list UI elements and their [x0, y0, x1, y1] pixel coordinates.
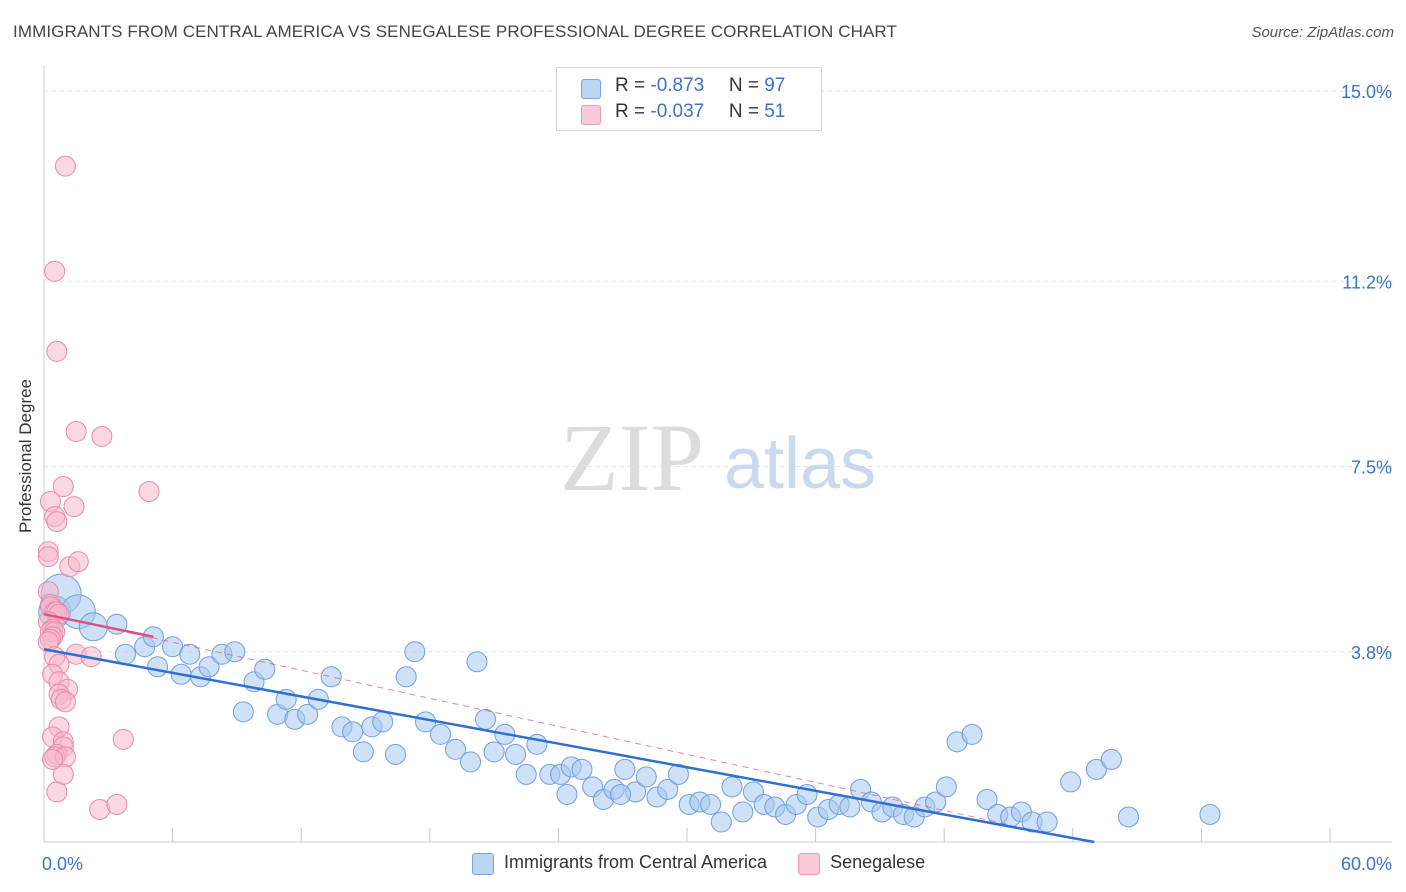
point-central-america	[445, 738, 467, 760]
point-central-america	[475, 708, 497, 730]
x-tick-label: 0.0%	[42, 854, 83, 874]
stats-legend: R = -0.873 N = 97 R = -0.037 N = 51	[556, 67, 822, 131]
point-senegalese	[63, 496, 85, 518]
y-tick-label: 3.8%	[1351, 643, 1392, 663]
point-central-america	[1036, 811, 1058, 833]
point-central-america	[198, 656, 220, 678]
point-senegalese	[54, 155, 76, 177]
n-value: 97	[764, 75, 786, 96]
y-axis-label: Professional Degree	[16, 378, 35, 534]
point-senegalese	[44, 260, 66, 282]
source-credit: Source: ZipAtlas.com	[1251, 24, 1394, 41]
point-central-america	[1100, 748, 1122, 770]
point-central-america	[372, 711, 394, 733]
y-tick-label: 11.2%	[1342, 272, 1392, 292]
point-central-america	[732, 801, 754, 823]
point-central-america	[342, 721, 364, 743]
point-senegalese	[37, 546, 59, 568]
watermark-atlas: atlas	[724, 424, 876, 504]
trend-line-central-america	[43, 648, 1095, 844]
point-central-america	[385, 743, 407, 765]
r-label: R =	[615, 101, 651, 122]
point-central-america	[976, 788, 998, 810]
y-tick-label: 7.5%	[1351, 458, 1392, 478]
point-central-america	[556, 783, 578, 805]
point-central-america	[320, 666, 342, 688]
point-central-america	[961, 723, 983, 745]
point-central-america	[404, 641, 426, 663]
y-tick-label: 15.0%	[1341, 82, 1392, 102]
series-legend: Immigrants from Central America Senegale…	[472, 852, 951, 875]
point-senegalese	[138, 481, 160, 503]
point-central-america	[635, 766, 657, 788]
point-central-america	[700, 793, 722, 815]
point-senegalese	[46, 511, 68, 533]
point-central-america	[610, 783, 632, 805]
r-value: -0.037	[650, 101, 705, 122]
watermark-zip: ZIP	[560, 404, 704, 511]
r-value: -0.873	[650, 75, 705, 96]
point-senegalese	[91, 425, 113, 447]
point-central-america	[430, 723, 452, 745]
point-central-america	[224, 641, 246, 663]
point-central-america	[297, 703, 319, 725]
n-value: 51	[764, 101, 786, 122]
point-central-america	[254, 658, 276, 680]
point-central-america	[657, 778, 679, 800]
point-senegalese	[54, 691, 76, 713]
point-senegalese	[52, 476, 74, 498]
trend-line-senegalese	[43, 612, 154, 638]
point-central-america	[483, 741, 505, 763]
swatch-blue	[581, 79, 601, 99]
point-senegalese	[46, 340, 68, 362]
point-central-america	[466, 651, 488, 673]
swatch-pink	[581, 105, 601, 125]
point-central-america	[721, 776, 743, 798]
point-central-america	[839, 796, 861, 818]
point-senegalese	[46, 781, 68, 803]
point-central-america	[1085, 758, 1107, 780]
point-central-america	[710, 811, 732, 833]
swatch-pink	[798, 853, 821, 875]
point-central-america	[1060, 771, 1082, 793]
x-tick-label: 60.0%	[1341, 854, 1392, 874]
point-central-america	[571, 758, 593, 780]
point-central-america	[352, 741, 374, 763]
point-senegalese	[67, 551, 89, 573]
legend-item-central-america[interactable]: Immigrants from Central America	[472, 852, 768, 875]
point-central-america	[232, 701, 254, 723]
point-senegalese	[106, 793, 128, 815]
point-central-america	[505, 743, 527, 765]
legend-item-senegalese[interactable]: Senegalese	[798, 852, 926, 875]
point-senegalese	[65, 420, 87, 442]
legend-label: Senegalese	[830, 852, 926, 872]
r-label: R =	[615, 75, 651, 96]
chart-title: IMMIGRANTS FROM CENTRAL AMERICA VS SENEG…	[13, 22, 897, 41]
point-central-america	[515, 763, 537, 785]
point-senegalese	[42, 748, 64, 770]
point-central-america	[147, 656, 169, 678]
point-central-america	[1118, 806, 1140, 828]
point-central-america	[614, 758, 636, 780]
point-central-america	[1199, 803, 1221, 825]
point-central-america	[114, 643, 136, 665]
point-central-america	[179, 643, 201, 665]
n-label: N =	[728, 101, 765, 122]
trend-line-senegalese-extension	[43, 613, 1009, 825]
swatch-blue	[472, 853, 494, 875]
point-senegalese	[112, 728, 134, 750]
point-central-america	[935, 776, 957, 798]
point-central-america	[460, 751, 482, 773]
point-central-america	[395, 666, 417, 688]
legend-label: Immigrants from Central America	[504, 852, 768, 872]
point-central-america	[667, 763, 689, 785]
n-label: N =	[728, 75, 765, 96]
